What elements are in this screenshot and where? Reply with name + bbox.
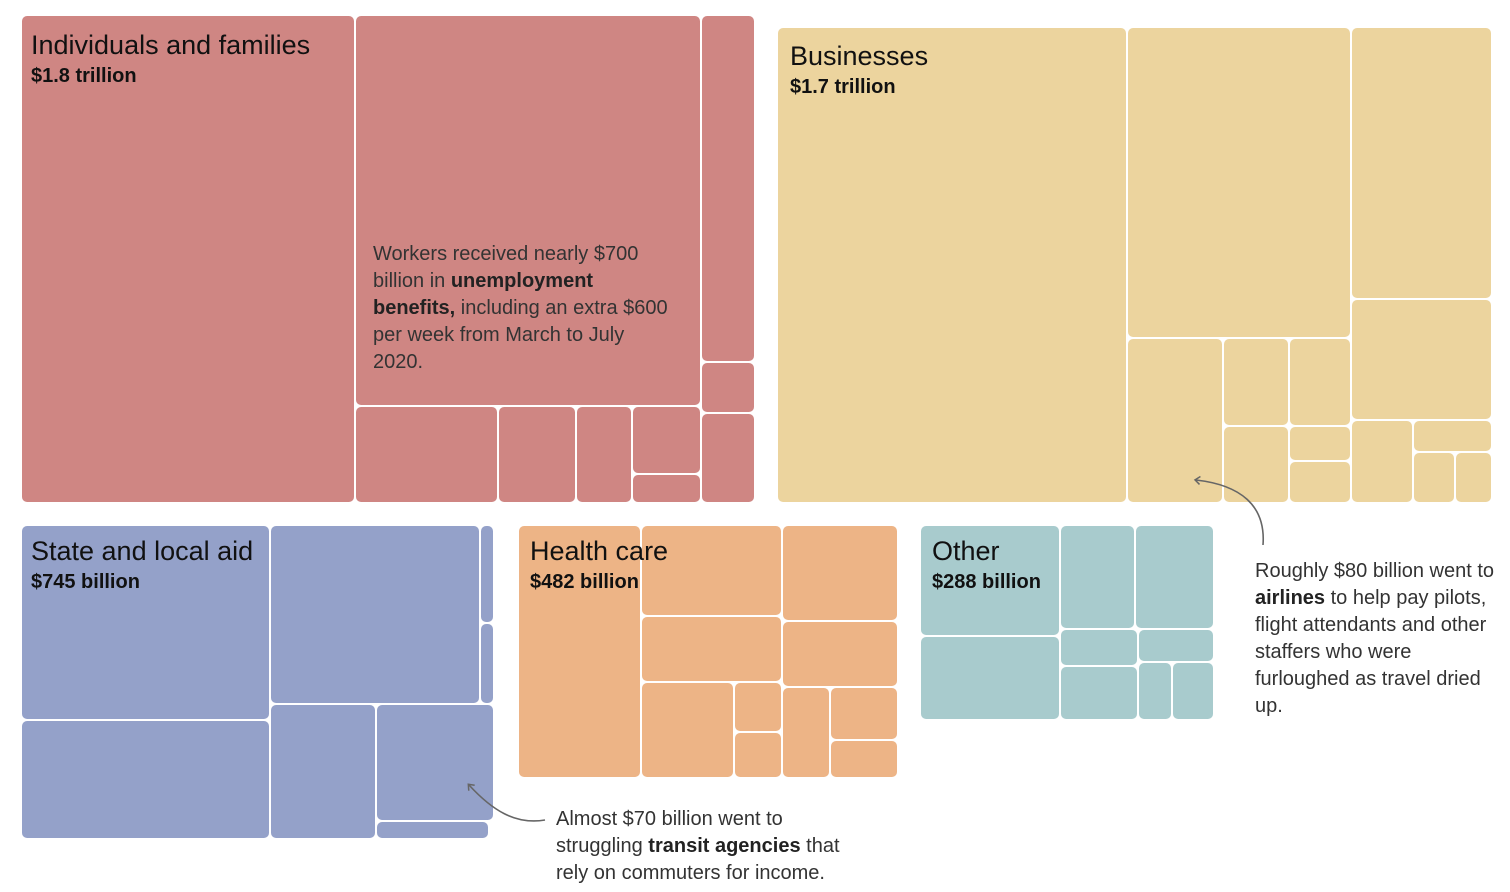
tile-businesses-14 [1456,453,1491,502]
group-total-health: $482 billion [530,570,639,593]
group-total-other: $288 billion [932,570,1041,593]
tile-other-2 [1061,526,1134,628]
group-name-businesses: Businesses [790,41,929,71]
tile-individuals-5 [702,414,754,502]
airlines-arrow [1193,475,1264,546]
transit-annotation: Almost $70 billion went to struggling tr… [556,806,866,887]
transit-arrow [467,783,546,822]
tile-other-7 [1061,667,1137,719]
airlines-annotation: Roughly $80 billion went to airlines to … [1255,558,1500,720]
unemployment-note-bold: unemployment benefits, [373,270,594,319]
tile-individuals-10 [633,475,700,502]
tile-businesses-10 [1290,462,1350,502]
unemployment-note: Workers received nearly $700 billion in … [373,241,673,376]
tile-other-4 [921,637,1059,719]
tile-other-8 [1139,663,1171,719]
group-total-state-local: $745 billion [31,570,140,593]
tile-individuals-2 [356,16,700,405]
tile-health-4 [642,617,781,681]
tile-businesses-7 [1290,339,1350,425]
unemployment-note-rest: including an extra $600 per week from Ma… [373,297,668,373]
group-label-businesses: Businesses $1.7 trillion [790,41,929,99]
airlines-annotation-rest: to help pay pilots, flight attendants an… [1255,587,1487,717]
tile-health-10 [831,688,897,739]
tile-state_local-1 [22,526,269,719]
tile-individuals-9 [633,407,700,473]
tile-other-1 [921,526,1059,635]
tile-businesses-9 [1290,427,1350,460]
tile-businesses-5 [1128,339,1222,502]
unemployment-note-text: Workers received nearly $700 billion in [373,243,639,292]
tile-state_local-7 [377,705,493,820]
tile-state_local-3 [481,526,493,622]
tile-other-5 [1061,630,1137,665]
transit-annotation-bold: transit agencies [648,835,801,857]
tile-health-1 [519,526,640,777]
group-label-individuals: Individuals and families $1.8 trillion [31,30,311,88]
group-name-other: Other [932,536,1000,566]
group-label-health: Health care $482 billion [530,536,669,594]
tile-state_local-2 [271,526,479,703]
tile-businesses-13 [1414,453,1454,502]
group-label-other: Other $288 billion [932,536,1041,594]
tile-businesses-3 [1352,28,1491,298]
tile-health-8 [735,733,781,777]
tile-businesses-12 [1414,421,1491,451]
tile-health-2 [642,526,781,615]
group-name-individuals: Individuals and families [31,30,311,60]
group-name-health: Health care [530,536,669,566]
tile-state_local-8 [377,822,488,838]
tile-health-3 [783,526,897,620]
tile-individuals-7 [499,407,575,502]
tile-health-7 [735,683,781,731]
tile-businesses-1 [778,28,1126,502]
tile-other-9 [1173,663,1213,719]
tile-businesses-4 [1352,300,1491,419]
tile-individuals-6 [356,407,497,502]
tile-businesses-2 [1128,28,1350,337]
tile-businesses-11 [1352,421,1412,502]
tile-businesses-6 [1224,339,1288,425]
tile-individuals-8 [577,407,631,502]
transit-annotation-rest: that rely on commuters for income. [556,835,840,884]
transit-annotation-text: Almost $70 billion went to struggling [556,808,783,857]
tile-health-6 [642,683,733,777]
tile-health-5 [783,622,897,686]
tile-individuals-3 [702,16,754,361]
group-label-state-local: State and local aid $745 billion [31,536,254,594]
group-total-businesses: $1.7 trillion [790,75,896,98]
tile-health-9 [783,688,829,777]
tile-individuals-4 [702,363,754,412]
airlines-annotation-text: Roughly $80 billion went to [1255,560,1495,582]
tile-state_local-6 [271,705,375,838]
airlines-annotation-bold: airlines [1255,587,1326,609]
tile-other-6 [1139,630,1213,661]
tile-state_local-5 [22,721,269,838]
tile-individuals-1 [22,16,354,502]
tile-state_local-4 [481,624,493,703]
tile-health-11 [831,741,897,777]
tile-other-3 [1136,526,1213,628]
tile-businesses-8 [1224,427,1288,502]
group-name-state-local: State and local aid [31,536,254,566]
group-total-individuals: $1.8 trillion [31,64,137,87]
